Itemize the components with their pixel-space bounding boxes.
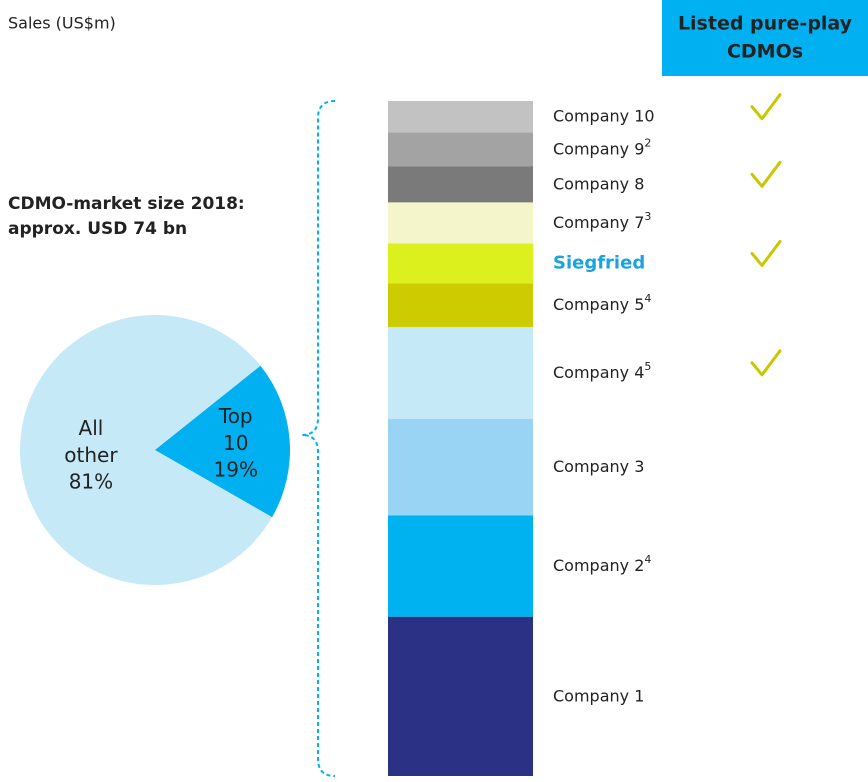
footnote: 4 — [644, 292, 651, 305]
annotation: approx. USD 74 bn — [8, 219, 187, 239]
company-name: Company 8 — [553, 174, 644, 193]
footnote: 4 — [644, 553, 651, 566]
company-name: Company 3 — [553, 456, 644, 475]
company-name: Company 7 — [553, 212, 644, 231]
company-name: Company 9 — [553, 139, 644, 158]
footnote: 5 — [644, 360, 651, 373]
company-name: Company 2 — [553, 555, 644, 574]
segment-label: Company 1 — [553, 686, 644, 705]
check-mark — [750, 93, 782, 121]
check-mark — [750, 349, 782, 377]
chart-title: Sales (US$m) — [8, 14, 116, 33]
check-mark — [750, 160, 782, 188]
footnote: 2 — [644, 136, 651, 149]
bar-segment — [388, 326, 533, 419]
pie-value-label: 81% — [69, 470, 113, 494]
segment-label: Company 73 — [553, 210, 651, 232]
segment-label: Company 3 — [553, 456, 644, 475]
brace — [301, 100, 336, 777]
bar-segment — [388, 202, 533, 244]
footnote: 3 — [644, 210, 651, 223]
check-mark — [750, 239, 782, 267]
annotation: CDMO-market size 2018: — [8, 194, 245, 214]
bar-segment — [388, 616, 533, 776]
listed-header-box — [662, 0, 868, 76]
segment-label: Company 54 — [553, 292, 651, 314]
bar-segment — [388, 283, 533, 327]
listed-header: CDMOs — [727, 41, 803, 63]
company-name: Company 10 — [553, 106, 655, 125]
segment-label: Company 92 — [553, 136, 651, 158]
company-name: Company 4 — [553, 362, 644, 381]
segment-label: Company 8 — [553, 174, 644, 193]
bar-segment — [388, 132, 533, 167]
pie-value-label: 19% — [214, 457, 258, 481]
company-name: Company 5 — [553, 295, 644, 314]
segment-label: Company 24 — [553, 553, 651, 575]
segment-label: Company 10 — [553, 106, 655, 125]
pie-category-label: All other — [64, 416, 118, 467]
pie-slice — [155, 365, 290, 518]
bar-segment — [388, 101, 533, 133]
bar-segment — [388, 243, 533, 284]
listed-header: Listed pure-play — [678, 13, 853, 35]
company-name: Company 1 — [553, 686, 644, 705]
highlight-label: Siegfried — [553, 252, 645, 273]
bar-segment — [388, 166, 533, 203]
pie-slice — [20, 314, 273, 585]
company-name: Siegfried — [553, 252, 645, 273]
bar-segment — [388, 515, 533, 617]
pie-category-label: Top 10 — [218, 403, 253, 454]
segment-label: Company 45 — [553, 360, 651, 382]
bar-segment — [388, 418, 533, 516]
